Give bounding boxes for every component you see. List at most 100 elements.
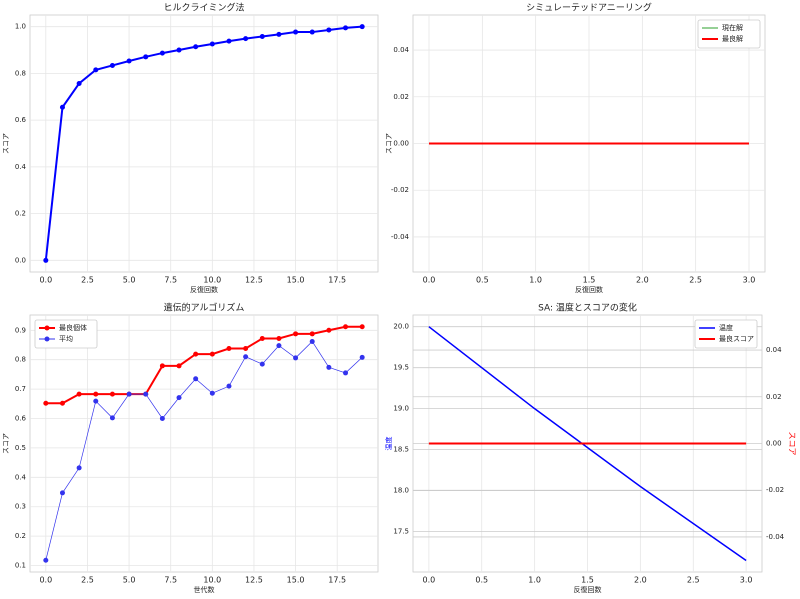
x-tick-label: 0.0 bbox=[39, 576, 52, 585]
y-tick-label: 0.2 bbox=[15, 210, 26, 218]
y2-tick-label: -0.04 bbox=[766, 533, 785, 541]
y-axis-label: スコア bbox=[2, 433, 10, 454]
point bbox=[76, 391, 82, 397]
point bbox=[93, 398, 99, 404]
y-tick-label: 19.0 bbox=[393, 405, 409, 413]
x-tick-label: 2.5 bbox=[689, 276, 702, 285]
legend-label: 最良スコア bbox=[719, 334, 754, 343]
y-tick-label: 0.7 bbox=[15, 385, 26, 393]
x-tick-label: 17.5 bbox=[328, 576, 346, 585]
point bbox=[59, 490, 65, 496]
legend-label: 平均 bbox=[59, 334, 73, 343]
x-tick-label: 5.0 bbox=[123, 276, 136, 285]
x-tick-label: 2.5 bbox=[687, 576, 700, 585]
y-tick-label: 0.3 bbox=[15, 503, 26, 511]
point bbox=[59, 104, 65, 110]
point bbox=[293, 355, 299, 361]
legend-label: 現在解 bbox=[722, 23, 743, 32]
point bbox=[309, 338, 315, 344]
legend-label: 最良解 bbox=[722, 34, 743, 43]
x-tick-label: 15.0 bbox=[287, 576, 305, 585]
chart-title: シミュレーテッドアニーリング bbox=[526, 2, 652, 14]
point bbox=[276, 336, 282, 342]
y-tick-label: 0.04 bbox=[393, 46, 409, 54]
point bbox=[43, 257, 49, 263]
y-axis-label: スコア bbox=[385, 133, 393, 154]
point bbox=[243, 346, 249, 352]
x-tick-label: 10.0 bbox=[203, 576, 221, 585]
point bbox=[209, 390, 215, 396]
legend-label: 温度 bbox=[719, 323, 733, 332]
y-axis-label: 温度 bbox=[384, 437, 393, 451]
y-tick-label: 0.02 bbox=[393, 93, 409, 101]
y-tick-label: 19.5 bbox=[393, 364, 409, 372]
point bbox=[226, 383, 232, 389]
point bbox=[109, 62, 115, 68]
y-tick-label: 0.8 bbox=[15, 69, 26, 77]
y-tick-label: -0.02 bbox=[391, 186, 409, 194]
x-tick-label: 7.5 bbox=[164, 276, 177, 285]
y-axis-label: スコア bbox=[2, 133, 10, 154]
x-tick-label: 3.0 bbox=[743, 276, 756, 285]
point bbox=[309, 29, 315, 35]
y-tick-label: 20.0 bbox=[393, 323, 409, 331]
x-tick-label: 15.0 bbox=[287, 276, 305, 285]
x-tick-label: 1.5 bbox=[581, 576, 594, 585]
x-axis-label: 世代数 bbox=[194, 585, 215, 594]
point bbox=[59, 400, 65, 406]
y-tick-label: 0.5 bbox=[15, 444, 26, 452]
x-tick-label: 2.5 bbox=[81, 276, 94, 285]
x-axis-label: 反復回数 bbox=[574, 585, 602, 594]
chart-title: 遺伝的アルゴリズム bbox=[164, 302, 245, 314]
point bbox=[159, 363, 165, 369]
point bbox=[343, 25, 349, 31]
series-line bbox=[44, 25, 363, 261]
legend-marker bbox=[44, 325, 50, 331]
point bbox=[93, 67, 99, 73]
point bbox=[159, 416, 165, 422]
point bbox=[343, 324, 349, 330]
y2-tick-label: -0.02 bbox=[766, 486, 784, 494]
point bbox=[126, 58, 132, 64]
point bbox=[43, 400, 49, 406]
y-tick-label: 1.0 bbox=[15, 23, 26, 31]
point bbox=[109, 415, 115, 421]
point bbox=[343, 370, 349, 376]
x-tick-label: 0.5 bbox=[476, 276, 489, 285]
x-tick-label: 2.0 bbox=[636, 276, 649, 285]
x-tick-label: 12.5 bbox=[245, 576, 263, 585]
x-tick-label: 0.0 bbox=[422, 576, 435, 585]
x-axis-label: 反復回数 bbox=[575, 285, 603, 294]
point bbox=[259, 33, 265, 39]
y-tick-label: 0.4 bbox=[15, 473, 27, 481]
x-tick-label: 1.0 bbox=[528, 576, 541, 585]
point bbox=[126, 391, 132, 397]
y-tick-label: 17.5 bbox=[393, 528, 409, 536]
x-tick-label: 12.5 bbox=[245, 276, 263, 285]
y-tick-label: 0.1 bbox=[15, 562, 26, 570]
point bbox=[243, 36, 249, 42]
y-tick-label: 0.00 bbox=[393, 140, 409, 148]
x-tick-label: 2.5 bbox=[81, 576, 94, 585]
point bbox=[159, 50, 165, 56]
series-line bbox=[428, 326, 747, 562]
point bbox=[243, 354, 249, 360]
chart-title: ヒルクライミング法 bbox=[163, 2, 244, 14]
point bbox=[326, 27, 332, 33]
plot-area bbox=[29, 14, 379, 273]
x-tick-label: 2.0 bbox=[634, 576, 647, 585]
y-tick-label: 0.0 bbox=[15, 256, 26, 264]
y-tick-label: 0.6 bbox=[15, 116, 27, 124]
y-tick-label: 18.0 bbox=[393, 487, 409, 495]
point bbox=[326, 327, 332, 333]
point bbox=[176, 47, 182, 53]
x-axis-label: 反復回数 bbox=[190, 285, 218, 294]
x-tick-label: 1.0 bbox=[529, 276, 542, 285]
point bbox=[276, 343, 282, 349]
point bbox=[359, 324, 365, 330]
plot-area bbox=[29, 314, 379, 573]
point bbox=[293, 331, 299, 337]
point bbox=[76, 80, 82, 86]
point bbox=[293, 29, 299, 35]
